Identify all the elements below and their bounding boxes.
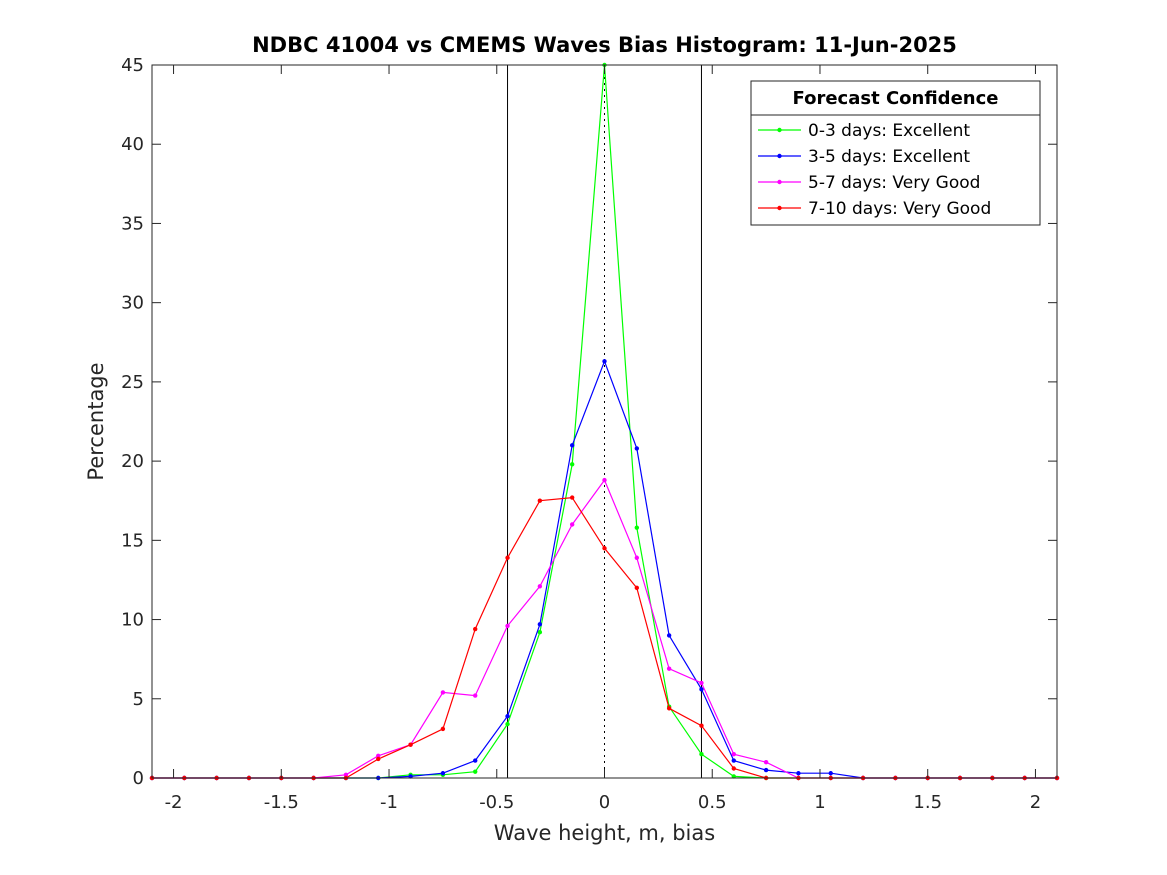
data-point <box>537 630 543 635</box>
data-point <box>440 726 446 732</box>
data-point <box>537 584 543 589</box>
data-point <box>537 622 543 627</box>
x-tick-label: 2 <box>1030 792 1041 813</box>
y-tick-label: 40 <box>121 134 144 155</box>
data-point <box>796 771 801 776</box>
axis-ticks <box>152 64 1057 779</box>
data-point <box>602 477 607 483</box>
data-point <box>569 462 575 467</box>
data-point <box>731 758 736 763</box>
y-tick-label: 45 <box>121 55 144 76</box>
legend-box <box>750 80 1041 226</box>
legend-entry: 3-5 days: Excellent <box>758 147 970 167</box>
data-point <box>537 498 543 503</box>
data-point <box>343 772 349 778</box>
data-point <box>473 626 478 632</box>
data-point <box>569 443 575 448</box>
legend-label: 7-10 days: Very Good <box>808 199 991 219</box>
x-tick-label: 1.5 <box>913 792 942 813</box>
legend-swatch-marker <box>777 127 782 133</box>
legend-entry: 0-3 days: Excellent <box>758 121 970 141</box>
y-tick-label: 15 <box>121 530 144 551</box>
data-point <box>505 623 510 629</box>
y-axis-title: Percentage <box>84 362 108 480</box>
legend-entry: 7-10 days: Very Good <box>758 199 991 219</box>
y-tick-label: 0 <box>133 768 144 789</box>
data-point <box>699 687 704 692</box>
x-tick-label: 0.5 <box>698 792 727 813</box>
data-point <box>666 706 672 711</box>
data-point <box>699 752 704 757</box>
y-tick-label: 10 <box>121 610 144 631</box>
data-point <box>763 767 769 773</box>
legend-label: 5-7 days: Very Good <box>808 173 980 193</box>
data-point <box>505 555 510 560</box>
legend-label: 3-5 days: Excellent <box>808 147 970 167</box>
data-point <box>376 753 381 759</box>
y-tick-label: 5 <box>133 689 144 710</box>
legend-entry: 5-7 days: Very Good <box>758 173 980 193</box>
data-point <box>408 742 413 747</box>
data-point <box>569 495 575 500</box>
data-point <box>634 525 640 530</box>
x-tick-label: -1.5 <box>264 792 299 813</box>
data-point <box>602 359 607 364</box>
data-point <box>634 555 640 560</box>
data-point <box>376 756 381 762</box>
data-point <box>666 633 672 638</box>
chart-title: NDBC 41004 vs CMEMS Waves Bias Histogram… <box>252 33 957 57</box>
data-point <box>473 693 478 698</box>
legend-entries: 0-3 days: Excellent 3-5 days: Excellent 5-… <box>758 121 991 219</box>
data-point <box>505 714 510 719</box>
reference-lines <box>507 65 702 778</box>
x-tick-label: -0.5 <box>479 792 514 813</box>
data-point <box>440 690 446 695</box>
x-axis-title: Wave height, m, bias <box>494 821 715 845</box>
x-tick-label: -1 <box>380 792 398 813</box>
data-point <box>602 546 607 551</box>
legend-swatch-marker <box>777 153 782 159</box>
data-point <box>569 522 575 527</box>
data-point <box>731 752 736 757</box>
legend: Forecast Confidence 0-3 days: Excellent 3… <box>750 80 1041 226</box>
data-point <box>440 771 446 776</box>
data-point <box>473 769 478 774</box>
data-point <box>828 771 833 776</box>
data-point <box>763 759 769 765</box>
y-tick-label: 20 <box>121 451 144 472</box>
x-tick-label: -2 <box>165 792 183 813</box>
data-point <box>666 666 672 671</box>
legend-swatch-marker <box>777 179 782 185</box>
data-point <box>699 680 704 686</box>
legend-title: Forecast Confidence <box>793 88 999 109</box>
legend-swatch-marker <box>777 205 782 211</box>
y-tick-label: 35 <box>121 213 144 234</box>
x-tick-label: 1 <box>814 792 825 813</box>
data-point <box>699 723 704 728</box>
data-point <box>634 446 640 451</box>
data-point <box>634 585 640 591</box>
legend-label: 0-3 days: Excellent <box>808 121 970 141</box>
y-tick-label: 25 <box>121 372 144 393</box>
data-point <box>731 766 736 771</box>
x-tick-label: 0 <box>599 792 610 813</box>
y-tick-label: 30 <box>121 293 144 314</box>
data-point <box>505 721 510 727</box>
data-point <box>473 758 478 763</box>
